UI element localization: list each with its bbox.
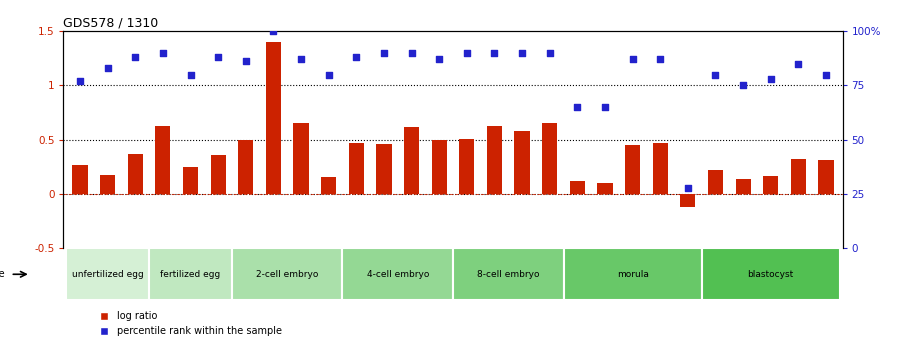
Point [349, 55, 363, 60]
Bar [100, 175, 115, 194]
Bar [680, 194, 696, 207]
Bar [818, 160, 834, 194]
Bar [431, 140, 447, 194]
Point [764, 76, 778, 82]
Text: 2-cell embryo: 2-cell embryo [256, 270, 318, 279]
Point [680, 185, 695, 190]
Bar [349, 143, 364, 194]
Point [294, 57, 308, 62]
Point [459, 50, 474, 56]
Bar [625, 145, 641, 194]
Legend: log ratio, percentile rank within the sample: log ratio, percentile rank within the sa… [95, 307, 285, 340]
Bar [232, 248, 342, 300]
Point [598, 104, 612, 110]
Bar [763, 176, 778, 194]
Bar [652, 143, 668, 194]
Bar [72, 165, 88, 194]
Bar [736, 179, 751, 194]
Bar [210, 155, 226, 194]
Point [487, 50, 502, 56]
Text: unfertilized egg: unfertilized egg [72, 270, 143, 279]
Text: blastocyst: blastocyst [747, 270, 794, 279]
Bar [183, 167, 198, 194]
Point [156, 50, 170, 56]
Bar [66, 248, 149, 300]
Point [708, 72, 723, 77]
Point [819, 72, 834, 77]
Text: development stage: development stage [0, 269, 5, 279]
Bar [515, 131, 530, 194]
Bar [321, 177, 336, 194]
Point [377, 50, 391, 56]
Bar [459, 139, 475, 194]
Point [791, 61, 805, 67]
Bar [128, 154, 143, 194]
Point [515, 50, 529, 56]
Bar [342, 248, 453, 300]
Point [183, 72, 198, 77]
Point [653, 57, 668, 62]
Point [101, 65, 115, 71]
Point [404, 50, 419, 56]
Bar [597, 183, 612, 194]
Point [238, 59, 253, 64]
Bar [238, 140, 254, 194]
Text: 8-cell embryo: 8-cell embryo [477, 270, 539, 279]
Point [211, 55, 226, 60]
Bar [404, 127, 419, 194]
Bar [701, 248, 840, 300]
Bar [570, 181, 585, 194]
Text: morula: morula [617, 270, 649, 279]
Point [543, 50, 557, 56]
Bar [453, 248, 564, 300]
Point [128, 55, 142, 60]
Point [736, 82, 750, 88]
Bar [265, 42, 281, 194]
Bar [542, 124, 557, 194]
Point [625, 57, 640, 62]
Bar [487, 126, 502, 194]
Bar [564, 248, 701, 300]
Text: GDS578 / 1310: GDS578 / 1310 [63, 17, 159, 30]
Point [322, 72, 336, 77]
Point [432, 57, 447, 62]
Bar [155, 126, 170, 194]
Bar [294, 124, 309, 194]
Point [570, 104, 584, 110]
Text: 4-cell embryo: 4-cell embryo [367, 270, 429, 279]
Point [72, 78, 87, 84]
Bar [791, 159, 806, 194]
Bar [149, 248, 232, 300]
Point [266, 28, 281, 34]
Text: fertilized egg: fertilized egg [160, 270, 221, 279]
Bar [376, 144, 391, 194]
Bar [708, 170, 723, 194]
